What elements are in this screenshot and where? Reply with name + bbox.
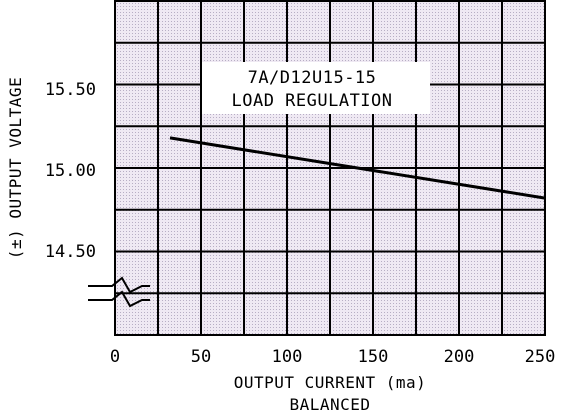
annotation-line-2: LOAD REGULATION (231, 91, 392, 111)
x-tick-label: 100 (272, 347, 303, 367)
x-tick-label: 250 (525, 347, 556, 367)
x-axis-subtitle: BALANCED (289, 395, 370, 414)
x-tick-label: 200 (444, 347, 475, 367)
annotation-box (202, 62, 430, 114)
series-line (169, 136, 546, 200)
x-tick-label: 50 (191, 347, 211, 367)
y-tick-label: 15.50 (45, 80, 96, 100)
y-tick-label: 15.00 (45, 161, 96, 181)
axis-break-marks (88, 276, 150, 308)
x-tick-label: 150 (358, 347, 389, 367)
y-axis-title: (±) OUTPUT VOLTAGE (6, 77, 25, 259)
y-tick-label: 14.50 (45, 242, 96, 262)
x-tick-label: 0 (110, 347, 120, 367)
plot-frame (114, 0, 546, 336)
x-axis-title: OUTPUT CURRENT (ma) (234, 373, 427, 392)
annotation-line-1: 7A/D12U15-15 (248, 68, 377, 88)
